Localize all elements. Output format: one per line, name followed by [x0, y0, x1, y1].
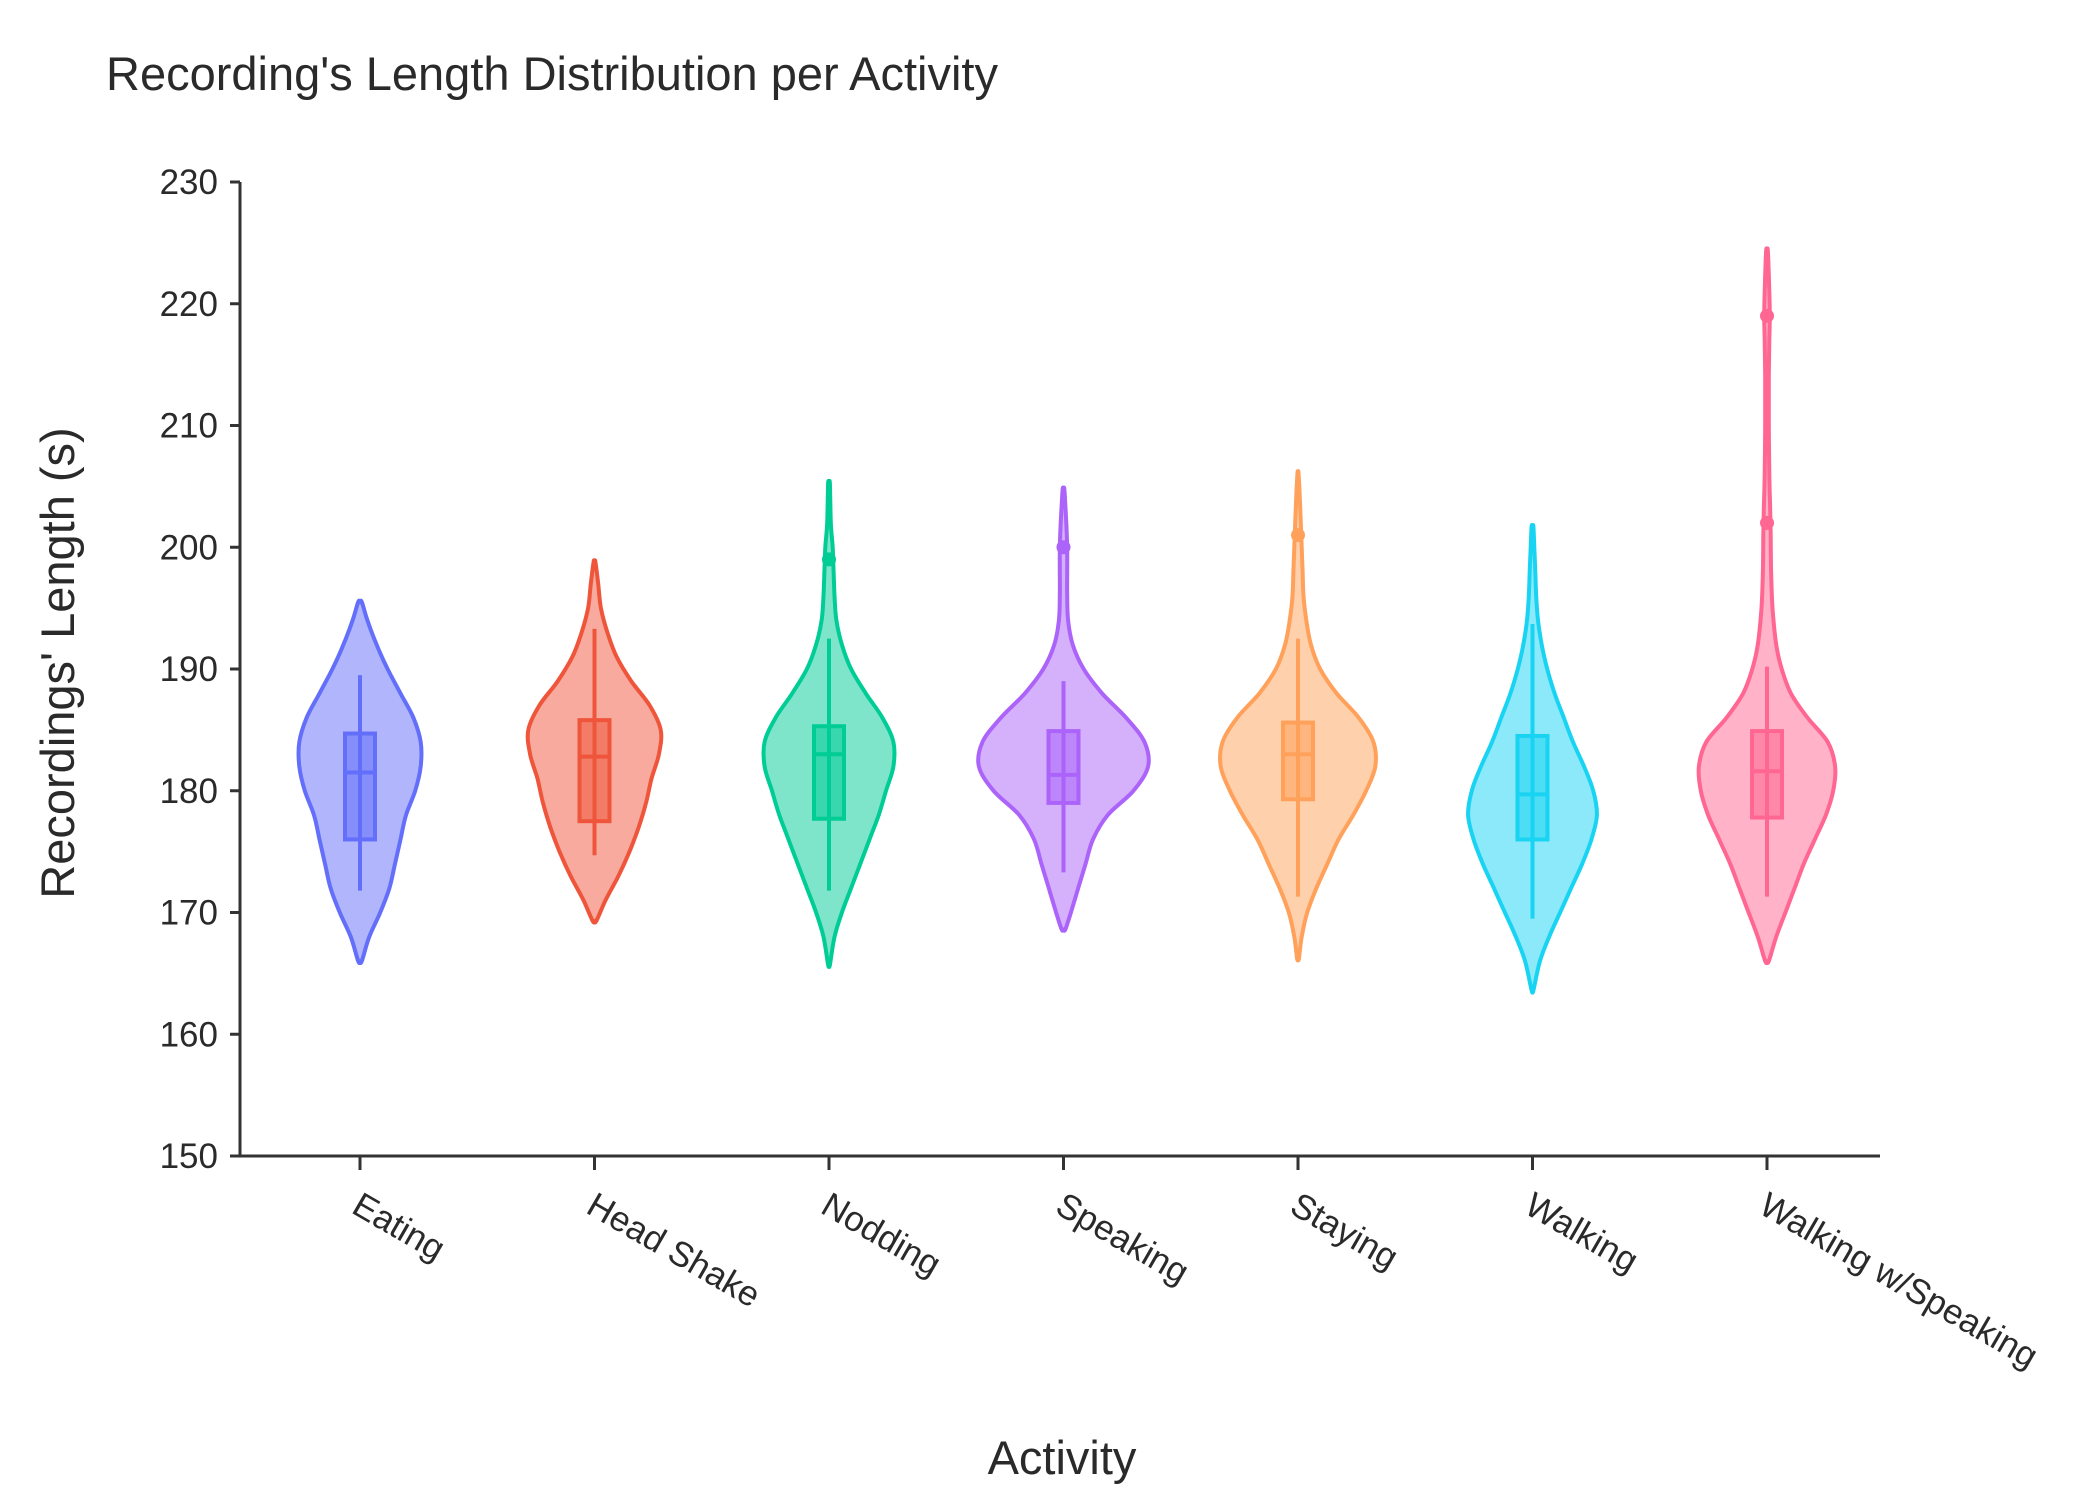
violin-outlier	[822, 552, 836, 567]
x-tick-label: Walking	[1519, 1185, 1645, 1280]
violin-outlier	[1760, 515, 1774, 530]
violin-box	[1281, 720, 1315, 802]
violin-outlier	[1760, 308, 1774, 323]
violin-eating	[296, 598, 424, 966]
x-tick-label: Walking w/Speaking	[1753, 1185, 2044, 1376]
y-tick-label: 220	[160, 285, 218, 324]
x-tick-label: Nodding	[815, 1185, 947, 1284]
violin-walking-w-speaking	[1696, 246, 1838, 966]
y-tick-label: 180	[160, 772, 218, 811]
violin-box	[1750, 729, 1784, 820]
x-tick-label: Speaking	[1050, 1185, 1196, 1292]
violin-walking	[1466, 523, 1599, 995]
x-tick-label: Eating	[346, 1185, 451, 1268]
violin-box	[343, 731, 377, 842]
y-tick-label: 150	[160, 1137, 218, 1176]
y-axis-title: Recordings' Length (s)	[31, 427, 84, 898]
violins	[296, 246, 1838, 995]
violin-box	[577, 718, 612, 824]
violin-box	[1515, 733, 1550, 842]
x-tick-label: Head Shake	[581, 1185, 767, 1315]
y-tick-label: 170	[160, 894, 218, 933]
violin-nodding	[761, 479, 897, 969]
violin-box	[1046, 729, 1081, 805]
violin-outlier	[1291, 528, 1305, 543]
y-tick-label: 210	[160, 407, 218, 446]
violin-staying	[1218, 469, 1378, 963]
y-tick-label: 200	[160, 528, 218, 567]
violin-box	[812, 724, 846, 821]
y-tick-label: 190	[160, 650, 218, 689]
x-axis: Eating Head Shake Nodding Speaking Staying Wa…	[240, 1154, 2044, 1376]
y-tick-label: 160	[160, 1015, 218, 1054]
violin-speaking	[976, 485, 1151, 933]
chart-title: Recording's Length Distribution per Acti…	[106, 47, 998, 100]
violin-outlier	[1056, 540, 1071, 555]
y-tick-label: 230	[160, 163, 218, 202]
violin-head-shake	[525, 558, 664, 925]
x-axis-title: Activity	[988, 1431, 1137, 1484]
y-axis: 150 160 170 180 190 200 210 220 230	[160, 163, 242, 1176]
x-tick-label: Staying	[1284, 1185, 1405, 1277]
